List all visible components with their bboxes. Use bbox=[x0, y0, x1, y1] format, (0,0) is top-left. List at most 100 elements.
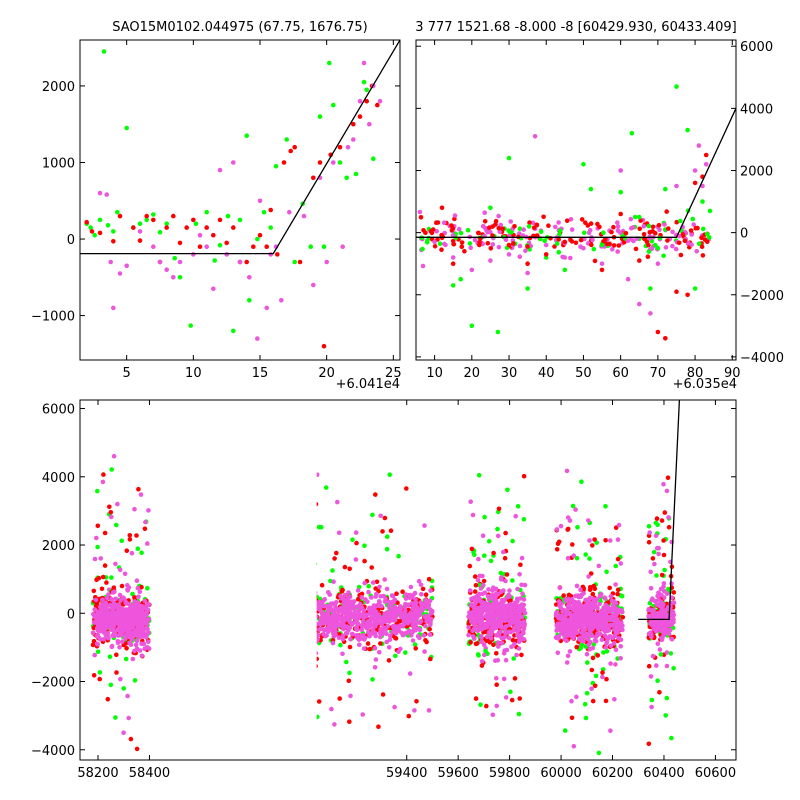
green-data-point bbox=[172, 255, 177, 261]
x-tick-label: 90 bbox=[724, 366, 741, 381]
data-point bbox=[650, 653, 656, 659]
data-point bbox=[423, 592, 429, 597]
x-tick-label: 60600 bbox=[695, 766, 736, 781]
data-point bbox=[357, 642, 362, 648]
data-point bbox=[482, 625, 488, 630]
magenta-data-point bbox=[703, 162, 709, 167]
data-point bbox=[382, 577, 388, 582]
green-data-point bbox=[164, 221, 169, 226]
data-point bbox=[511, 241, 516, 246]
data-point bbox=[340, 610, 346, 616]
magenta-data-point bbox=[340, 244, 346, 249]
data-point bbox=[127, 537, 133, 542]
red-data-point bbox=[655, 329, 661, 335]
data-point bbox=[368, 609, 374, 614]
data-point bbox=[519, 582, 524, 588]
data-point bbox=[411, 618, 416, 623]
data-point bbox=[337, 696, 343, 701]
data-point bbox=[514, 652, 519, 658]
green-data-point bbox=[151, 212, 156, 217]
red-data-point bbox=[244, 259, 249, 265]
x-tick-label: 60000 bbox=[540, 766, 581, 781]
data-point bbox=[555, 541, 561, 546]
data-point bbox=[326, 610, 331, 616]
data-point bbox=[608, 538, 613, 543]
data-point bbox=[541, 214, 546, 220]
magenta-data-point bbox=[224, 252, 229, 257]
data-point bbox=[456, 226, 462, 232]
green-data-point bbox=[361, 79, 367, 85]
data-point bbox=[517, 572, 522, 577]
data-point bbox=[699, 235, 704, 241]
data-point bbox=[112, 633, 117, 639]
data-point bbox=[146, 639, 151, 644]
data-point bbox=[565, 526, 571, 532]
right-offset-label: +6.035e4 bbox=[673, 377, 737, 392]
data-point bbox=[477, 607, 483, 613]
data-point bbox=[130, 656, 136, 662]
data-point bbox=[421, 633, 427, 638]
data-point bbox=[355, 621, 361, 626]
data-point bbox=[661, 538, 666, 543]
data-point bbox=[482, 590, 488, 595]
data-point bbox=[321, 611, 327, 617]
data-point bbox=[503, 624, 509, 629]
model-line bbox=[638, 400, 681, 621]
data-point bbox=[662, 510, 668, 515]
data-point bbox=[658, 612, 663, 617]
data-point bbox=[590, 237, 595, 243]
data-point bbox=[480, 533, 486, 538]
red-data-point bbox=[171, 213, 176, 219]
data-point bbox=[517, 622, 522, 628]
data-point bbox=[497, 623, 502, 628]
data-point bbox=[486, 587, 491, 592]
data-point bbox=[388, 610, 394, 615]
data-point bbox=[489, 593, 495, 598]
data-point bbox=[452, 213, 458, 218]
data-point bbox=[590, 591, 596, 597]
data-point bbox=[119, 538, 124, 544]
data-point bbox=[488, 558, 494, 564]
data-point bbox=[422, 649, 427, 654]
data-point bbox=[97, 628, 102, 633]
green-data-point bbox=[268, 225, 274, 230]
data-point bbox=[513, 513, 518, 519]
data-point bbox=[316, 606, 322, 612]
data-point bbox=[107, 654, 113, 659]
data-point bbox=[512, 676, 518, 681]
left-panel-title: SAO15M0102.044975 (67.75, 1676.75) bbox=[112, 20, 368, 35]
data-point bbox=[95, 621, 100, 627]
data-point bbox=[495, 533, 501, 539]
data-point bbox=[90, 630, 96, 636]
red-data-point bbox=[703, 152, 709, 158]
data-point bbox=[570, 542, 575, 547]
red-data-point bbox=[275, 252, 280, 257]
data-point bbox=[584, 614, 589, 620]
data-point bbox=[654, 516, 660, 521]
data-point bbox=[500, 226, 506, 232]
data-point bbox=[503, 530, 508, 536]
right-panel-title: 3 777 1521.68 -8.000 -8 [60429.930, 6043… bbox=[415, 20, 736, 35]
data-point bbox=[377, 600, 382, 605]
data-point bbox=[347, 620, 353, 625]
data-point bbox=[378, 634, 383, 640]
y-tick-label: −2000 bbox=[740, 289, 784, 304]
magenta-data-point bbox=[237, 259, 243, 265]
data-point bbox=[356, 616, 361, 621]
data-point bbox=[107, 504, 112, 510]
data-point bbox=[521, 626, 527, 631]
data-point bbox=[378, 513, 383, 519]
data-point bbox=[521, 517, 527, 522]
data-point bbox=[522, 610, 528, 616]
data-point bbox=[615, 224, 621, 229]
data-point bbox=[408, 584, 414, 590]
data-point bbox=[625, 238, 631, 243]
data-point bbox=[427, 598, 433, 603]
data-point bbox=[124, 646, 129, 651]
data-point bbox=[479, 604, 484, 609]
data-point bbox=[424, 604, 429, 609]
data-point bbox=[676, 240, 682, 246]
data-point bbox=[508, 219, 513, 224]
data-point bbox=[98, 556, 104, 561]
data-point bbox=[340, 606, 346, 611]
